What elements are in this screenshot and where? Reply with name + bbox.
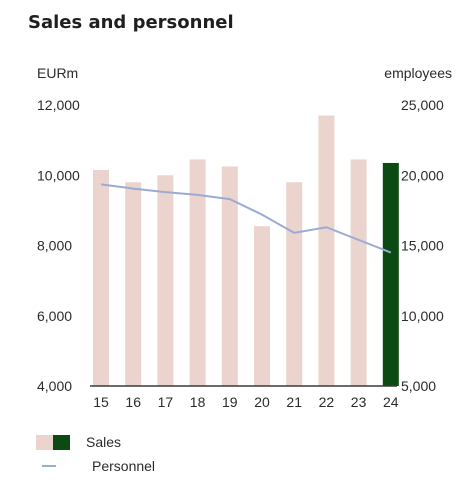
x-tick-label: 23 [351, 394, 367, 410]
right-axis-unit: employees [384, 65, 452, 81]
left-tick-label: 6,000 [37, 308, 72, 324]
left-tick-label: 10,000 [37, 167, 80, 183]
sales-bar [382, 162, 399, 386]
x-tick-label: 21 [286, 394, 302, 410]
sales-bar [157, 175, 174, 386]
sales-bar [221, 166, 238, 386]
sales-bar [318, 115, 335, 386]
sales-bar [350, 159, 367, 386]
right-tick-label: 25,000 [401, 97, 444, 113]
chart-title: Sales and personnel [28, 12, 234, 33]
x-tick-label: 19 [222, 394, 238, 410]
sales-bar [286, 182, 303, 386]
x-tick-label: 17 [158, 394, 174, 410]
left-axis-ticks: 4,000 6,000 8,000 10,000 12,000 [37, 97, 80, 394]
x-tick-label: 15 [93, 394, 109, 410]
left-tick-label: 12,000 [37, 97, 80, 113]
x-tick-label: 22 [319, 394, 335, 410]
legend-item-personnel: Personnel [36, 454, 155, 478]
legend-item-sales: Sales [36, 430, 155, 454]
right-axis-ticks: 5,000 10,000 15,000 20,000 25,000 [401, 97, 444, 394]
right-tick-label: 15,000 [401, 238, 444, 254]
sales-bar [125, 182, 142, 386]
left-tick-label: 4,000 [37, 378, 72, 394]
sales-bar [189, 159, 206, 386]
left-tick-label: 8,000 [37, 238, 72, 254]
x-tick-label: 18 [190, 394, 206, 410]
x-tick-label: 20 [254, 394, 270, 410]
legend-label-sales: Sales [86, 434, 122, 450]
sales-bar [254, 226, 270, 386]
x-tick-label: 16 [125, 394, 141, 410]
left-axis-unit: EURm [37, 65, 78, 81]
right-tick-label: 20,000 [401, 167, 444, 183]
legend: Sales Personnel [36, 430, 155, 478]
personnel-line [100, 183, 392, 254]
personnel-swatch [42, 465, 56, 467]
right-tick-label: 5,000 [401, 378, 436, 394]
legend-label-personnel: Personnel [92, 458, 156, 474]
right-tick-label: 10,000 [401, 308, 444, 324]
sales-swatch [36, 434, 70, 450]
sales-bar [93, 169, 109, 386]
x-tick-label: 24 [383, 394, 399, 410]
x-axis-ticks: 15 16 17 18 19 20 21 22 23 24 [93, 394, 399, 410]
sales-bars [93, 115, 399, 386]
